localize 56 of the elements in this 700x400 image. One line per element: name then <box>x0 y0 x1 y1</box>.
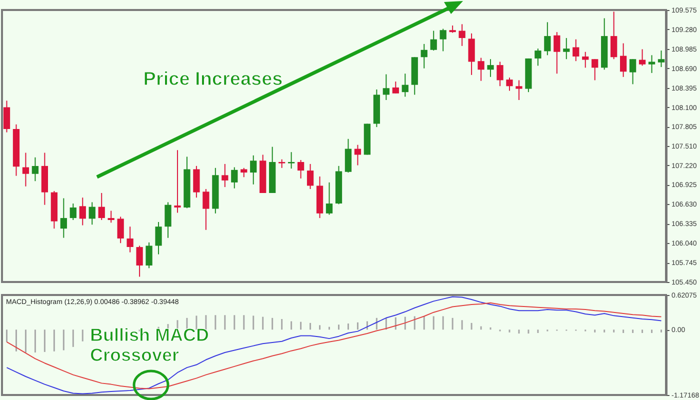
candlestick <box>22 152 30 187</box>
candlestick <box>98 192 105 221</box>
candlestick <box>610 11 618 60</box>
candlestick <box>117 216 124 244</box>
annotation: Price Increases <box>143 69 283 90</box>
candlestick <box>544 22 551 56</box>
candlestick <box>382 74 390 101</box>
candlestick <box>506 77 513 92</box>
candlestick <box>534 48 542 66</box>
candlestick <box>240 167 248 178</box>
candlestick <box>108 210 114 224</box>
candlestick <box>202 188 210 230</box>
candlestick <box>592 58 598 81</box>
candlestick <box>79 197 86 226</box>
candlestick <box>430 30 437 52</box>
candlestick <box>468 32 475 76</box>
candlestick <box>306 163 314 190</box>
candlestick <box>563 38 570 60</box>
candlestick <box>516 80 522 101</box>
candlestick <box>126 226 134 253</box>
candlestick <box>193 165 200 198</box>
candlestick <box>297 160 304 179</box>
candlestick <box>629 58 636 85</box>
candlestick <box>496 61 504 87</box>
candlestick <box>620 42 627 78</box>
candlestick <box>420 43 428 69</box>
candlestick <box>658 50 665 68</box>
candlestick <box>572 38 580 62</box>
candlestick <box>3 100 10 133</box>
candlestick <box>478 57 484 82</box>
candlestick <box>326 182 333 216</box>
candlestick <box>582 51 589 68</box>
candlestick <box>648 54 656 74</box>
candlestick <box>231 166 238 189</box>
candlestick <box>174 150 181 214</box>
candlestick <box>554 32 560 74</box>
candlestick <box>155 221 162 255</box>
candlestick <box>60 198 67 238</box>
candlestick <box>288 152 295 170</box>
candlestick <box>392 81 399 94</box>
candlestick <box>250 154 257 185</box>
candlestick <box>70 203 76 221</box>
candlestick <box>344 138 352 174</box>
candlestick <box>458 24 466 46</box>
candlestick <box>136 245 143 278</box>
candlestick <box>146 242 152 269</box>
annotation: Bullish MACD Crossover <box>90 325 209 365</box>
candlestick <box>88 202 96 226</box>
candlestick <box>402 73 408 98</box>
candlestick <box>32 156 39 182</box>
candlestick <box>638 48 646 66</box>
candlestick <box>487 58 494 78</box>
candlestick <box>354 144 362 166</box>
candlestick <box>222 163 228 188</box>
candlestick <box>164 202 172 238</box>
candlestick <box>440 28 446 52</box>
